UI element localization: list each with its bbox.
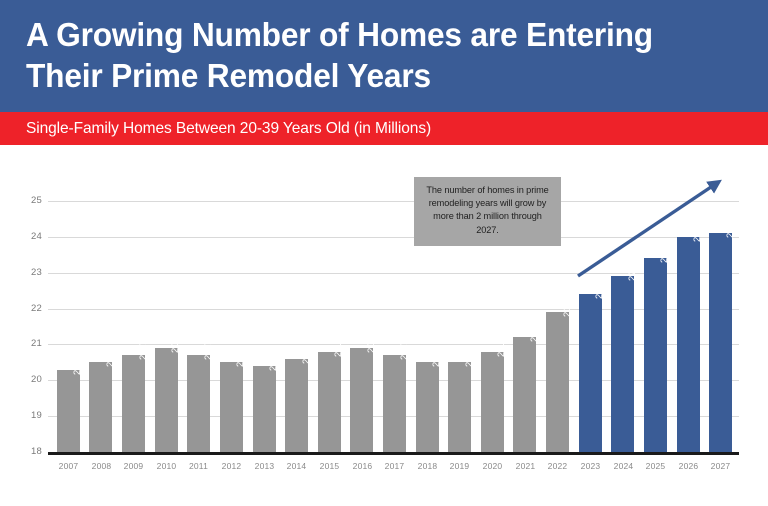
y-axis-tick-label: 23 — [31, 267, 42, 278]
x-axis-tick-label-2016: 2016 — [352, 461, 373, 471]
bar-chart: 18 19 20 21 22 23 24 25 20.3 20.5 20.7 20.9 20.7 20.… — [0, 145, 768, 506]
y-axis-tick-label: 21 — [31, 338, 42, 349]
gridline — [48, 237, 739, 238]
x-axis-tick-label-2017: 2017 — [384, 461, 405, 471]
bar-2024 — [611, 276, 634, 452]
bar-value-label-2015: 20.8 — [333, 337, 344, 357]
bar-2009 — [122, 355, 145, 452]
y-axis-tick-label: 20 — [31, 374, 42, 385]
bar-value-label-2023: 22.4 — [594, 279, 605, 299]
gridline — [48, 309, 739, 310]
x-axis-tick-label-2011: 2011 — [188, 461, 209, 471]
y-axis-tick-label: 22 — [31, 303, 42, 314]
gridline — [48, 344, 739, 345]
gridline — [48, 273, 739, 274]
bar-value-label-2018: 20.5 — [431, 347, 442, 367]
bar-value-label-2022: 21.9 — [562, 297, 573, 317]
bar-2013 — [253, 366, 276, 452]
bar-value-label-2016: 20.9 — [366, 333, 377, 353]
x-axis-tick-label-2019: 2019 — [449, 461, 470, 471]
bar-2022 — [546, 312, 569, 452]
annotation-callout: The number of homes in prime remodeling … — [414, 177, 561, 246]
y-axis-tick-label: 24 — [31, 231, 42, 242]
x-axis-tick-label-2007: 2007 — [58, 461, 79, 471]
x-axis-line — [48, 452, 739, 455]
bar-2025 — [644, 258, 667, 452]
x-axis-tick-label-2023: 2023 — [580, 461, 601, 471]
page-title: A Growing Number of Homes are Entering T… — [26, 16, 653, 94]
x-axis-tick-label-2013: 2013 — [254, 461, 275, 471]
y-axis-tick-label: 18 — [31, 446, 42, 457]
x-axis-tick-label-2021: 2021 — [515, 461, 536, 471]
bar-2014 — [285, 359, 308, 452]
bar-2011 — [187, 355, 210, 452]
bar-2020 — [481, 352, 504, 452]
bar-2026 — [677, 237, 700, 452]
x-axis-tick-label-2025: 2025 — [645, 461, 666, 471]
title-banner — [0, 0, 768, 112]
bar-value-label-2019: 20.5 — [464, 347, 475, 367]
bar-value-label-2011: 20.7 — [203, 340, 214, 360]
bar-value-label-2012: 20.5 — [235, 347, 246, 367]
bar-value-label-2027: 24.1 — [725, 218, 736, 238]
bar-value-label-2009: 20.7 — [138, 340, 149, 360]
x-axis-tick-label-2008: 2008 — [91, 461, 112, 471]
bar-value-label-2024: 22.9 — [627, 261, 638, 281]
x-axis-tick-label-2020: 2020 — [482, 461, 503, 471]
bar-2027 — [709, 233, 732, 452]
bar-value-label-2020: 20.8 — [496, 337, 507, 357]
bar-value-label-2025: 23.4 — [659, 243, 670, 263]
bar-value-label-2013: 20.4 — [268, 351, 279, 371]
x-axis-tick-label-2022: 2022 — [547, 461, 568, 471]
gridline — [48, 201, 739, 202]
bar-value-label-2021: 21.2 — [529, 322, 540, 342]
bar-value-label-2010: 20.9 — [170, 333, 181, 353]
x-axis-tick-label-2026: 2026 — [678, 461, 699, 471]
x-axis-tick-label-2010: 2010 — [156, 461, 177, 471]
bar-2007 — [57, 370, 80, 452]
bar-2019 — [448, 362, 471, 452]
bar-2015 — [318, 352, 341, 452]
bar-2018 — [416, 362, 439, 452]
x-axis-tick-label-2027: 2027 — [710, 461, 731, 471]
bar-value-label-2014: 20.6 — [301, 344, 312, 364]
bar-value-label-2007: 20.3 — [72, 355, 83, 375]
x-axis-tick-label-2024: 2024 — [613, 461, 634, 471]
bar-2023 — [579, 294, 602, 452]
bar-2017 — [383, 355, 406, 452]
bar-value-label-2017: 20.7 — [399, 340, 410, 360]
x-axis-tick-label-2014: 2014 — [286, 461, 307, 471]
bar-2021 — [513, 337, 536, 452]
y-axis-tick-label: 25 — [31, 195, 42, 206]
bar-value-label-2008: 20.5 — [105, 347, 116, 367]
bar-2012 — [220, 362, 243, 452]
x-axis-tick-label-2015: 2015 — [319, 461, 340, 471]
chart-subtitle: Single-Family Homes Between 20-39 Years … — [26, 120, 432, 137]
subtitle-banner — [0, 112, 768, 145]
bar-value-label-2026: 24.0 — [692, 222, 703, 242]
bar-2016 — [350, 348, 373, 452]
bar-2008 — [89, 362, 112, 452]
x-axis-tick-label-2018: 2018 — [417, 461, 438, 471]
x-axis-tick-label-2009: 2009 — [123, 461, 144, 471]
y-axis-tick-label: 19 — [31, 410, 42, 421]
bar-2010 — [155, 348, 178, 452]
x-axis-tick-label-2012: 2012 — [221, 461, 242, 471]
